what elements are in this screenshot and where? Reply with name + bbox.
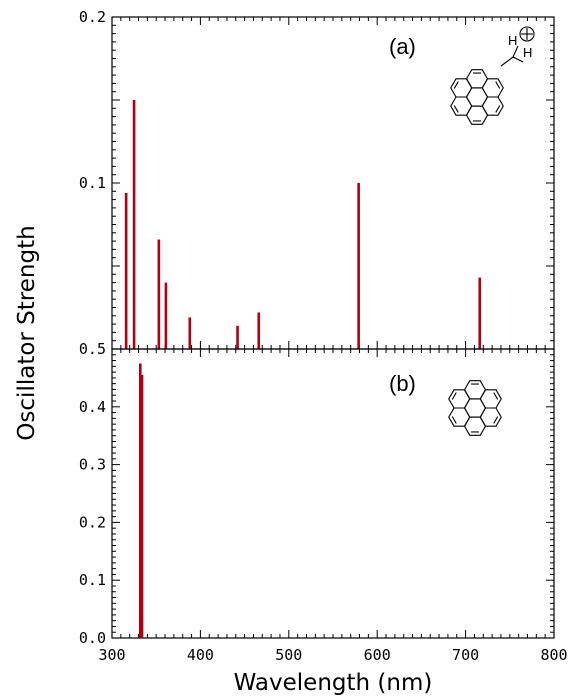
panel-b-label: (b) <box>389 371 416 396</box>
ring <box>479 407 502 427</box>
protonated-coronene-structure: H H <box>450 26 535 125</box>
y-tick-label: 0.2 <box>79 8 106 26</box>
ch-bond-1 <box>512 45 519 58</box>
panel-a-bars <box>124 100 482 349</box>
y-tick-label: 0.5 <box>79 340 106 358</box>
y-tick-label: 0.3 <box>79 456 106 474</box>
ring <box>481 78 504 98</box>
double-bond <box>451 416 457 424</box>
panel-a-frame <box>111 16 555 350</box>
panel-a-label: (a) <box>389 34 416 59</box>
x-tick-label: 300 <box>98 646 125 664</box>
x-tick-label: 800 <box>540 646 567 664</box>
panel-b-bars <box>138 363 144 638</box>
coronene-structure <box>448 380 502 436</box>
double-bond <box>493 392 499 400</box>
hydrogen-label-2: H <box>523 45 532 60</box>
x-tick-label: 400 <box>187 646 214 664</box>
ring <box>450 96 473 116</box>
ring <box>481 96 504 116</box>
y-tick-label: 0.4 <box>79 398 106 416</box>
double-bond <box>451 392 457 400</box>
x-tick-label: 500 <box>275 646 302 664</box>
panel-a-ticks <box>111 16 555 350</box>
y-tick-label: 0.1 <box>79 174 106 192</box>
panel-b-frame <box>111 348 555 639</box>
panel-a: 0.1 0.2 (a) H H <box>79 8 555 350</box>
double-bond <box>453 105 459 113</box>
positive-charge-icon <box>519 26 535 42</box>
y-tick-label: 0.2 <box>79 513 106 531</box>
double-bond <box>495 81 501 89</box>
x-axis-title: Wavelength (nm) <box>234 670 433 696</box>
coronene-rings <box>450 69 504 125</box>
panel-b: 0.0 0.1 0.2 0.3 0.4 0.5 300 400 500 600 700 800 (b… <box>79 340 568 664</box>
y-axis-title: Oscillator Strength <box>14 225 40 440</box>
double-bond <box>493 416 499 424</box>
hydrogen-label-1: H <box>508 33 517 48</box>
panel-b-y-tick-labels: 0.0 0.1 0.2 0.3 0.4 0.5 <box>79 340 106 647</box>
panel-a-y-tick-labels: 0.1 0.2 <box>79 8 106 192</box>
double-bond <box>453 81 459 89</box>
x-tick-label: 600 <box>364 646 391 664</box>
coronene-rings <box>448 380 502 436</box>
ring <box>479 389 502 409</box>
panel-b-ticks <box>111 348 555 639</box>
ch2-bond <box>500 56 514 67</box>
double-bond <box>495 105 501 113</box>
x-tick-label: 700 <box>452 646 479 664</box>
y-tick-label: 0.1 <box>79 571 106 589</box>
y-tick-label: 0.0 <box>79 629 106 647</box>
ch-bond-2 <box>512 56 524 63</box>
ring <box>448 407 471 427</box>
panel-b-x-tick-labels: 300 400 500 600 700 800 <box>98 646 567 664</box>
